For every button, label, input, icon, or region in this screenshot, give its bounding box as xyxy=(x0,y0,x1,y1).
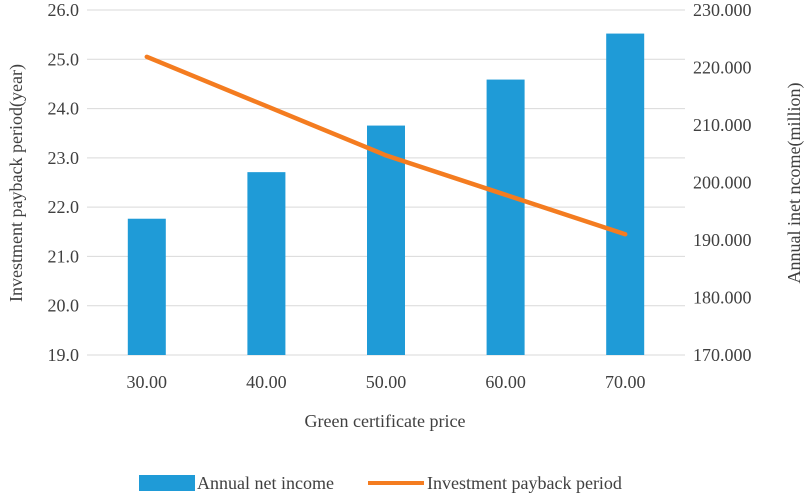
left-axis-label: Investment payback period(year) xyxy=(6,64,27,302)
right-tick-label: 170.000 xyxy=(693,345,752,365)
left-tick-label: 20.0 xyxy=(48,296,80,316)
bar xyxy=(127,218,166,355)
right-tick-label: 200.000 xyxy=(693,173,752,193)
bar xyxy=(606,33,645,355)
legend-label-line: Investment payback period xyxy=(427,473,622,493)
bar xyxy=(247,172,286,355)
legend-label-bar: Annual net income xyxy=(197,473,334,493)
left-tick-label: 25.0 xyxy=(48,49,80,69)
left-axis-ticks: 19.0 20.0 21.0 22.0 23.0 24.0 25.0 26.0 xyxy=(48,0,80,365)
legend-swatch-bar xyxy=(139,475,195,491)
left-tick-label: 21.0 xyxy=(48,246,80,266)
right-tick-label: 220.000 xyxy=(693,58,752,78)
x-tick-label: 30.00 xyxy=(127,372,168,392)
right-axis-label: Annual inet ncome(million) xyxy=(784,83,805,284)
left-tick-label: 24.0 xyxy=(48,99,80,119)
right-tick-label: 180.000 xyxy=(693,288,752,308)
right-tick-label: 210.000 xyxy=(693,115,752,135)
left-tick-label: 23.0 xyxy=(48,148,80,168)
left-tick-label: 22.0 xyxy=(48,197,80,217)
right-tick-label: 230.000 xyxy=(693,0,752,20)
x-axis-ticks: 30.00 40.00 50.00 60.00 70.00 xyxy=(127,372,646,392)
bar-series xyxy=(127,33,645,355)
bar xyxy=(367,125,405,355)
x-tick-label: 60.00 xyxy=(485,372,526,392)
left-tick-label: 26.0 xyxy=(48,0,80,20)
bar xyxy=(486,79,525,355)
x-tick-label: 50.00 xyxy=(366,372,407,392)
left-tick-label: 19.0 xyxy=(48,345,80,365)
x-tick-label: 40.00 xyxy=(246,372,287,392)
right-axis-ticks: 170.000 180.000 190.000 200.000 210.000 220.0… xyxy=(693,0,752,365)
line-series xyxy=(144,54,628,237)
payback-line xyxy=(144,54,628,237)
x-axis-label: Green certificate price xyxy=(305,411,466,431)
right-tick-label: 190.000 xyxy=(693,230,752,250)
x-tick-label: 70.00 xyxy=(605,372,646,392)
legend: Annual net income Investment payback per… xyxy=(139,473,622,493)
